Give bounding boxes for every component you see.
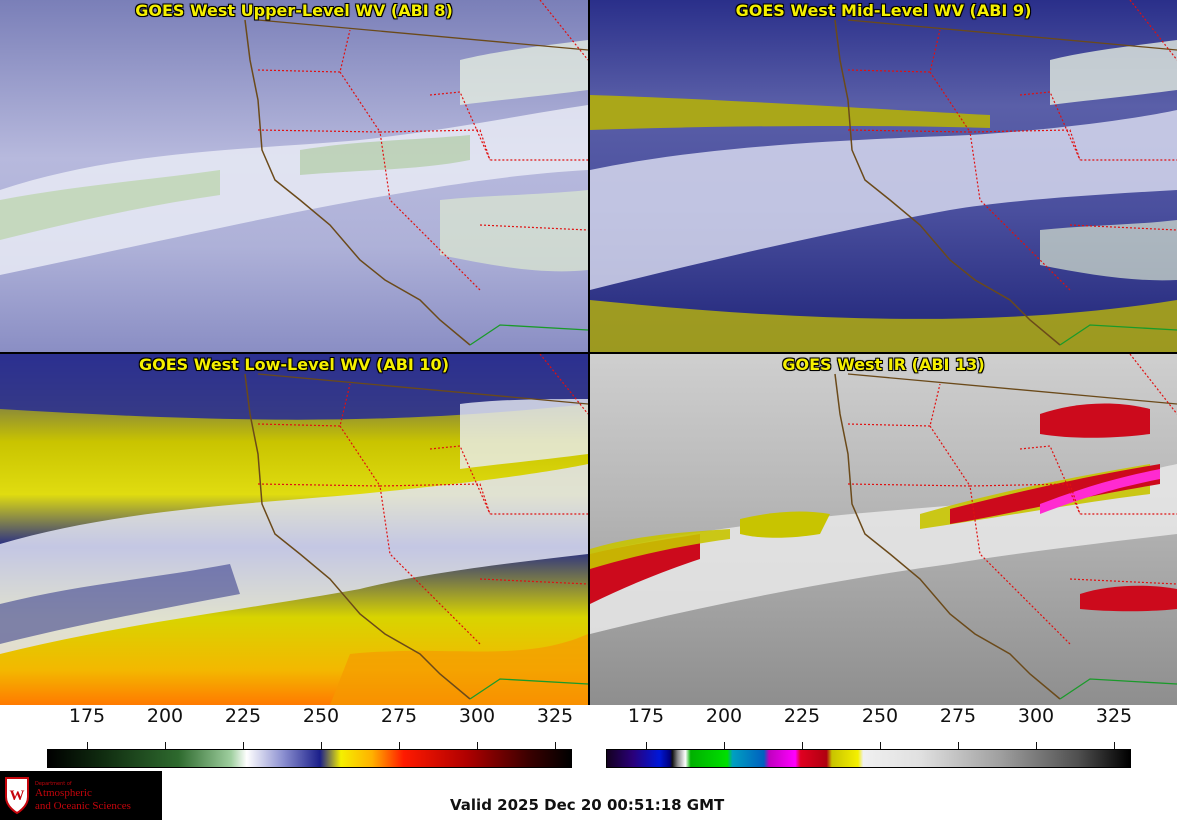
wv-tick-label: 300 (458, 705, 496, 727)
mid-level-wv-panel: GOES West Mid-Level WV (ABI 9) (590, 0, 1177, 352)
mid-level-wv-map-overlay (834, 0, 1177, 346)
ir-tick-mark (724, 742, 725, 749)
panel-title: GOES West Upper-Level WV (ABI 8) (135, 1, 453, 20)
wv-tick-label: 275 (380, 705, 418, 727)
wv-tick-mark (243, 742, 244, 749)
wv-color-strip (47, 749, 572, 768)
svg-text:W: W (10, 788, 25, 804)
upper-level-wv-panel: GOES West Upper-Level WV (ABI 8) (0, 0, 588, 352)
low-level-wv-map-overlay (244, 354, 588, 700)
ir-tick-label: 175 (627, 705, 665, 727)
ir-tick-mark (958, 742, 959, 749)
wv-tick-label: 250 (302, 705, 340, 727)
panel-title: GOES West IR (ABI 13) (782, 355, 985, 374)
wv-tick-label: 325 (536, 705, 574, 727)
low-level-wv-panel: GOES West Low-Level WV (ABI 10) (0, 354, 588, 705)
ir-tick-mark (646, 742, 647, 749)
panel-divider-horizontal (0, 352, 1177, 354)
ir-tick-mark (880, 742, 881, 749)
ir-tick-label: 325 (1095, 705, 1133, 727)
logo-dept-text: Department of (35, 781, 72, 787)
panel-title: GOES West Low-Level WV (ABI 10) (138, 355, 449, 374)
ir-tick-label: 250 (861, 705, 899, 727)
logo-line-1: Atmospheric (35, 787, 92, 799)
mid-level-wv-image (590, 0, 1177, 352)
wv-tick-mark (321, 742, 322, 749)
ir-tick-label: 225 (783, 705, 821, 727)
ir-tick-label: 300 (1017, 705, 1055, 727)
logo-line-2: and Oceanic Sciences (35, 800, 131, 812)
aos-logo: W Department of Atmospheric and Oceanic … (0, 771, 162, 820)
upper-level-wv-map-overlay (244, 0, 588, 346)
wv-colorbar: 175 200 225 250 275 300 325 (47, 705, 574, 769)
wv-tick-mark (165, 742, 166, 749)
ir-tick-mark (1036, 742, 1037, 749)
ir-tick-label: 275 (939, 705, 977, 727)
wv-tick-label: 175 (68, 705, 106, 727)
wv-tick-mark (477, 742, 478, 749)
ir-map-overlay (834, 354, 1177, 700)
wv-tick-label: 225 (224, 705, 262, 727)
panel-title: GOES West Mid-Level WV (ABI 9) (735, 1, 1032, 20)
uw-crest-icon: W (5, 777, 29, 815)
ir-colorbar: 175 200 225 250 275 300 325 (606, 705, 1133, 769)
valid-time: Valid 2025 Dec 20 00:51:18 GMT (450, 796, 725, 814)
wv-tick-mark (555, 742, 556, 749)
ir-tick-label: 200 (705, 705, 743, 727)
wv-tick-mark (87, 742, 88, 749)
ir-tick-mark (1114, 742, 1115, 749)
ir-tick-mark (802, 742, 803, 749)
wv-tick-label: 200 (146, 705, 184, 727)
ir-color-strip (606, 749, 1131, 768)
low-level-wv-image (0, 354, 588, 705)
ir-panel: GOES West IR (ABI 13) (590, 354, 1177, 705)
wv-tick-mark (399, 742, 400, 749)
upper-level-wv-image (0, 0, 588, 352)
